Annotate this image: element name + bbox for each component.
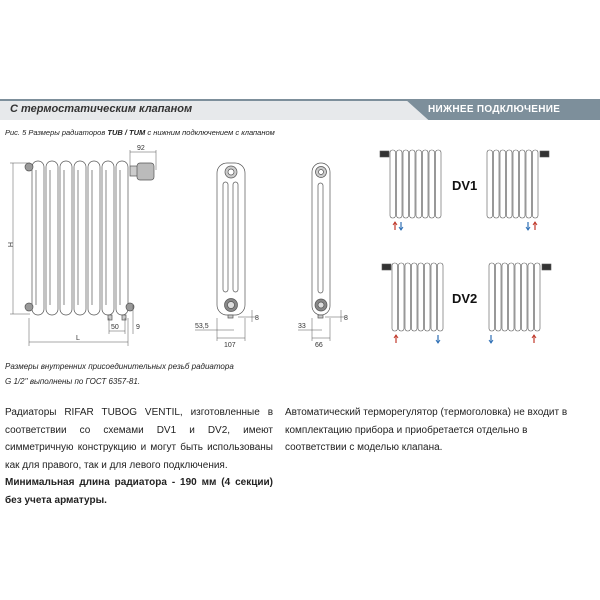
- supply-arrowhead: [393, 334, 399, 339]
- caption-suffix: с нижним подключением с клапаном: [145, 128, 275, 137]
- radiator-section: [59, 160, 73, 316]
- scheme-section: [396, 149, 403, 219]
- radiator-section: [115, 160, 129, 316]
- scheme-section: [534, 262, 541, 332]
- body-min-length: Минимальная длина радиатора - 190 мм (4 …: [5, 477, 273, 506]
- body-left-text: Радиаторы RIFAR TUBOG VENTIL, изготовлен…: [5, 407, 273, 471]
- dim-side-depth-b: 66: [315, 342, 323, 349]
- connection-type-label: НИЖНЕЕ ПОДКЛЮЧЕНИЕ: [428, 104, 561, 115]
- dim-length: L: [76, 335, 80, 342]
- return-arrowhead: [398, 226, 404, 231]
- supply-arrowhead: [532, 221, 538, 226]
- dim-pipe-spacing: 50: [111, 324, 119, 331]
- scheme-section: [525, 149, 532, 219]
- dim-side-offset-a: 53,5: [195, 323, 209, 330]
- dim-nipple-b: 8: [344, 315, 348, 322]
- scheme-section: [519, 149, 526, 219]
- scheme-section: [402, 149, 409, 219]
- radiator-section: [31, 160, 45, 316]
- scheme-section: [499, 149, 506, 219]
- body-left-column: Радиаторы RIFAR TUBOG VENTIL, изготовлен…: [5, 404, 273, 509]
- scheme-radiator: [486, 149, 550, 219]
- return-arrowhead: [435, 339, 441, 344]
- front-view-drawing: [24, 160, 155, 321]
- scheme-section: [415, 149, 422, 219]
- scheme-section: [389, 149, 396, 219]
- dim-side-offset-b: 33: [298, 323, 306, 330]
- scheme-section: [521, 262, 528, 332]
- thread-note-line2: G 1/2'' выполнены по ГОСТ 6357-81.: [5, 377, 141, 386]
- scheme-radiator: [488, 262, 552, 332]
- scheme-section: [409, 149, 416, 219]
- scheme-section: [422, 149, 429, 219]
- scheme-label-dv2: DV2: [452, 291, 477, 306]
- thread-note-line1: Размеры внутренних присоединительных рез…: [5, 362, 234, 371]
- end-plug: [24, 302, 34, 312]
- side-view-3-column: [195, 162, 256, 341]
- radiator-section: [101, 160, 115, 316]
- caption-models: TUB / TUM: [107, 128, 146, 137]
- dim-nipple-a: 8: [255, 315, 259, 322]
- scheme-section: [411, 262, 418, 332]
- dim-height: H: [6, 242, 13, 247]
- pipe-connection: [121, 314, 127, 321]
- body-right-text: Автоматический терморегулятор (термоголо…: [285, 407, 568, 453]
- connection-schemes: [379, 149, 552, 344]
- dim-valve-offset: 92: [137, 145, 145, 152]
- supply-arrowhead: [531, 334, 537, 339]
- radiator-drawings: H L 50 9 92 53,5 107 8 33 66 8 DV1 DV2: [6, 145, 552, 349]
- scheme-label-dv1: DV1: [452, 178, 477, 193]
- scheme-section: [514, 262, 521, 332]
- scheme-section: [430, 262, 437, 332]
- return-arrowhead: [525, 226, 531, 231]
- scheme-section: [508, 262, 515, 332]
- figure-caption: Рис. 5 Размеры радиаторов TUB / TUM с ни…: [5, 128, 275, 137]
- return-arrowhead: [488, 339, 494, 344]
- scheme-section: [512, 149, 519, 219]
- scheme-section: [495, 262, 502, 332]
- supply-arrowhead: [392, 221, 398, 226]
- scheme-section: [404, 262, 411, 332]
- scheme-section: [428, 149, 435, 219]
- pipe-connection: [107, 314, 113, 321]
- section-tab: [405, 99, 600, 120]
- section-title: С термостатическим клапаном: [10, 103, 193, 115]
- front-dimensions: [10, 150, 157, 346]
- scheme-section: [501, 262, 508, 332]
- scheme-section: [486, 149, 493, 219]
- scheme-valve-icon: [381, 263, 392, 271]
- scheme-section: [532, 149, 539, 219]
- scheme-section: [488, 262, 495, 332]
- scheme-radiator: [381, 262, 444, 332]
- scheme-section: [417, 262, 424, 332]
- scheme-valve-icon: [541, 263, 552, 271]
- scheme-section: [398, 262, 405, 332]
- air-vent-plug: [24, 162, 34, 172]
- scheme-section: [424, 262, 431, 332]
- scheme-section: [391, 262, 398, 332]
- scheme-section: [435, 149, 442, 219]
- dim-pipe-drop: 9: [136, 324, 140, 331]
- side-view-2-column: [298, 162, 345, 341]
- scheme-valve-icon: [539, 150, 550, 158]
- radiator-section: [73, 160, 87, 316]
- scheme-valve-icon: [379, 150, 390, 158]
- radiator-section: [87, 160, 101, 316]
- scheme-radiator: [379, 149, 442, 219]
- scheme-section: [437, 262, 444, 332]
- end-plug: [125, 302, 135, 312]
- dim-side-depth-a: 107: [224, 342, 236, 349]
- caption-prefix: Рис. 5 Размеры радиаторов: [5, 128, 108, 137]
- thermostat-head: [136, 162, 155, 181]
- scheme-section: [493, 149, 500, 219]
- radiator-section: [45, 160, 59, 316]
- scheme-section: [527, 262, 534, 332]
- scheme-section: [506, 149, 513, 219]
